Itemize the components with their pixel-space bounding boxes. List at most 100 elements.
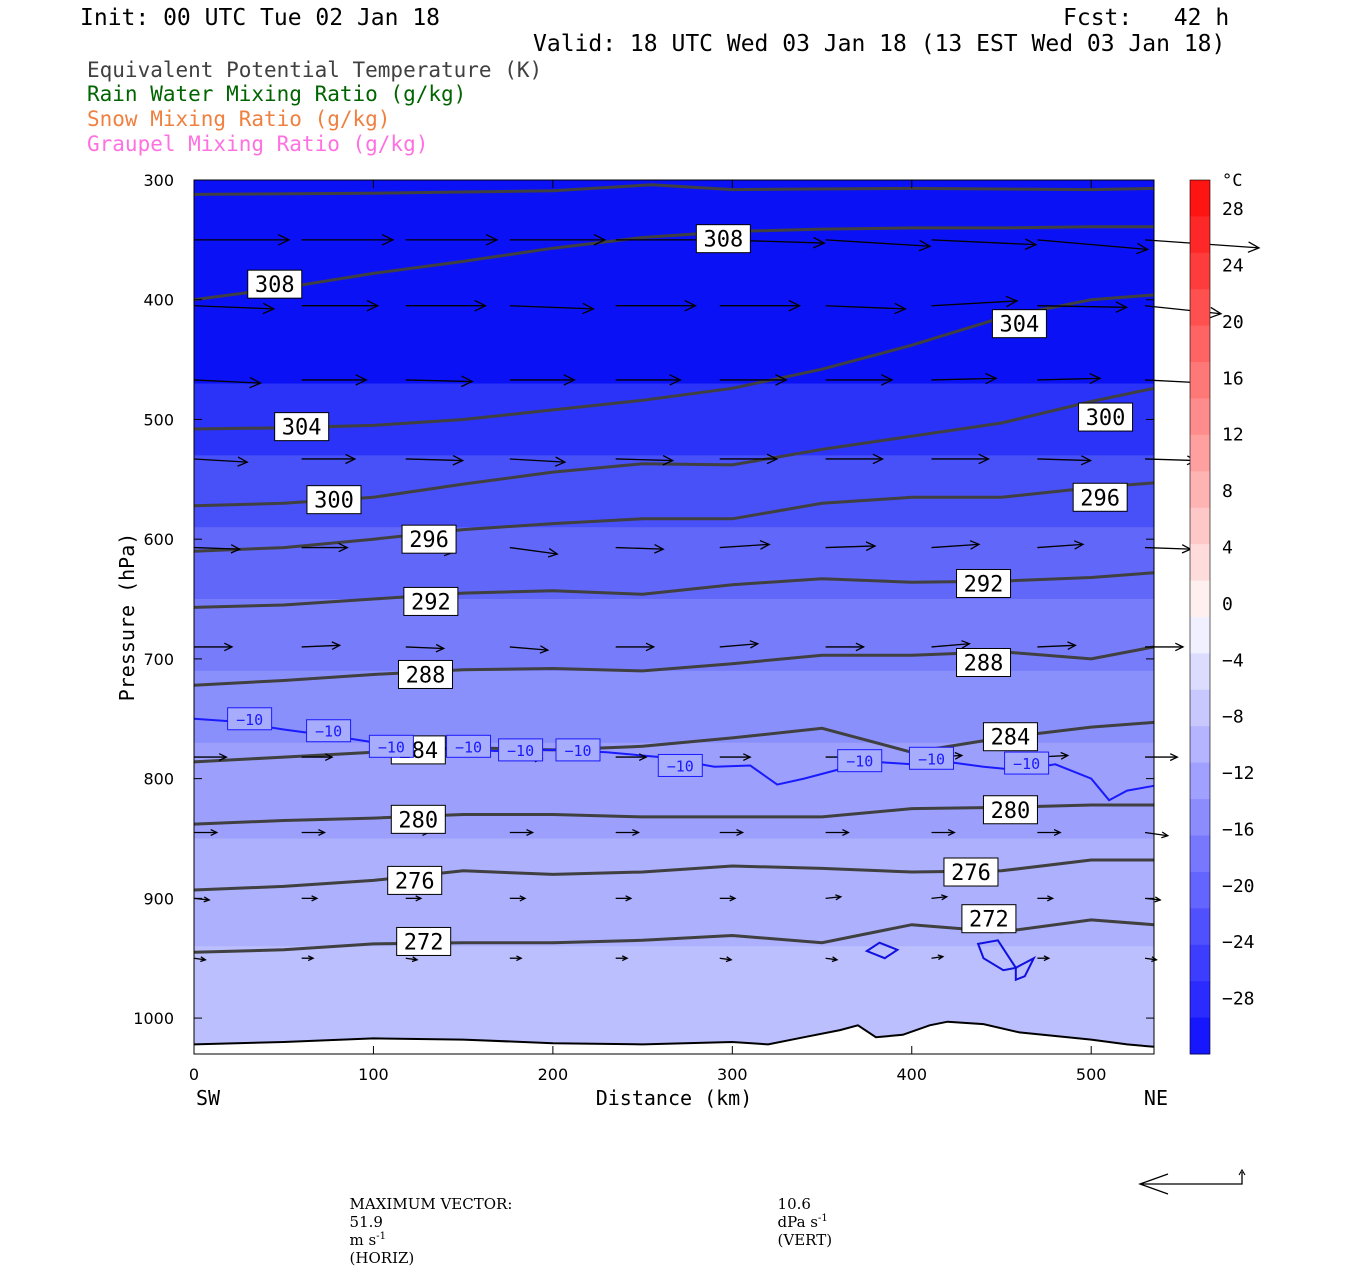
wind-head — [1053, 829, 1062, 836]
y-tick-label: 500 — [143, 410, 174, 429]
wind-vector — [719, 453, 779, 465]
wind-head — [1080, 455, 1093, 466]
wind-shaft — [405, 646, 444, 650]
wind-head — [262, 302, 276, 315]
theta-e-label-box — [956, 647, 1012, 677]
isotherm-label: −10 — [378, 738, 405, 756]
wind-head — [593, 234, 607, 246]
wind-vector — [1037, 641, 1077, 650]
x-tick-label: 300 — [717, 1065, 748, 1084]
wind-head — [1209, 306, 1223, 319]
wind-head — [582, 302, 595, 315]
wind-head — [1136, 242, 1150, 255]
wind-shaft — [1145, 546, 1191, 550]
theta-e-label-296: 296 — [409, 528, 449, 553]
wind-head — [865, 541, 877, 552]
theta-e-label-280: 280 — [991, 799, 1031, 824]
wind-shaft — [1037, 239, 1148, 251]
horiz-exp: -1 — [376, 1231, 386, 1242]
wind-head — [1047, 895, 1055, 902]
wind-vector — [193, 544, 242, 554]
wind-shaft — [719, 643, 758, 648]
wind-vector — [825, 302, 907, 315]
wind-shaft — [719, 543, 770, 549]
isotherm-label: −10 — [918, 750, 945, 768]
wind-head — [625, 895, 633, 902]
wind-head — [249, 376, 262, 389]
wind-head — [1024, 238, 1038, 250]
wind-vector — [931, 295, 1019, 308]
wind-vector — [719, 895, 737, 902]
colorbar-swatch — [1190, 289, 1210, 327]
wind-head — [1247, 241, 1261, 253]
wind-vector — [615, 895, 633, 902]
wind-head — [411, 956, 419, 963]
wind-vector — [301, 829, 327, 836]
wind-head — [539, 645, 550, 654]
isotherm-label-box — [306, 719, 352, 743]
wind-head — [415, 895, 423, 902]
isotherm-label-box — [837, 749, 883, 773]
wind-head — [203, 896, 211, 903]
wind-vector — [825, 541, 877, 552]
theta-e-label-box — [306, 485, 362, 515]
wind-shaft — [509, 546, 558, 555]
wind-head — [1115, 301, 1129, 313]
wind-shaft — [193, 379, 261, 384]
colorbar-tick-label: −8 — [1222, 707, 1244, 728]
wind-vector — [825, 894, 843, 901]
wind-head — [1060, 751, 1070, 760]
colorbar-tick-label: −28 — [1222, 989, 1255, 1010]
blue-cell-1 — [976, 939, 1018, 972]
colorbar-swatch — [1190, 252, 1210, 290]
colorbar-unit: °C — [1222, 171, 1242, 191]
wind-shaft — [931, 543, 980, 549]
wind-vector — [1037, 373, 1102, 385]
wind-shaft — [1144, 957, 1157, 961]
wind-shaft — [1037, 377, 1101, 381]
wind-head — [224, 642, 234, 652]
plot-frame — [193, 179, 1155, 1055]
wind-head — [947, 829, 956, 836]
colorbar-tick-label: −12 — [1222, 763, 1255, 784]
wind-vector — [194, 753, 228, 762]
wind-vector — [301, 374, 368, 386]
wind-head — [937, 954, 945, 961]
temp-band-0 — [194, 180, 1154, 385]
theta-e-label-304: 304 — [282, 416, 322, 441]
wind-vector — [509, 234, 607, 246]
theta-e-label-292: 292 — [964, 572, 1004, 597]
theta-e-label-box — [390, 804, 446, 834]
wind-head — [749, 640, 760, 649]
wind-vector — [931, 640, 971, 649]
wind-head — [918, 239, 932, 252]
theta-e-label-308: 308 — [703, 228, 743, 253]
wind-head — [563, 374, 576, 386]
wind-head — [985, 372, 998, 385]
forecast-hour: Fcst: 42 h — [1063, 5, 1230, 31]
colorbar-swatch — [1190, 362, 1210, 399]
wind-vector — [931, 238, 1038, 250]
isotherm-label: −10 — [455, 738, 482, 756]
wind-head — [775, 374, 788, 386]
wind-shaft — [825, 239, 931, 247]
wind-vector — [509, 374, 576, 386]
wind-vector — [405, 895, 423, 902]
wind-head — [872, 453, 885, 465]
blue-cell-0 — [864, 941, 900, 960]
y-tick-label: 300 — [143, 171, 174, 190]
wind-head — [940, 894, 949, 901]
wind-head — [894, 302, 907, 315]
wind-vector — [825, 453, 885, 465]
isotherm-label: −10 — [846, 753, 873, 771]
isotherm-label: −10 — [236, 711, 263, 729]
wind-vector — [615, 753, 648, 761]
colorbar-swatch — [1190, 762, 1210, 800]
wind-shaft — [301, 644, 340, 648]
y-tick-label: 700 — [143, 650, 174, 669]
theta-e-line-308 — [193, 183, 1155, 196]
theta-e-label-box — [1078, 402, 1134, 432]
wind-vector — [1037, 239, 1150, 255]
y-tick-label: 600 — [143, 530, 174, 549]
wind-vector — [405, 643, 446, 653]
